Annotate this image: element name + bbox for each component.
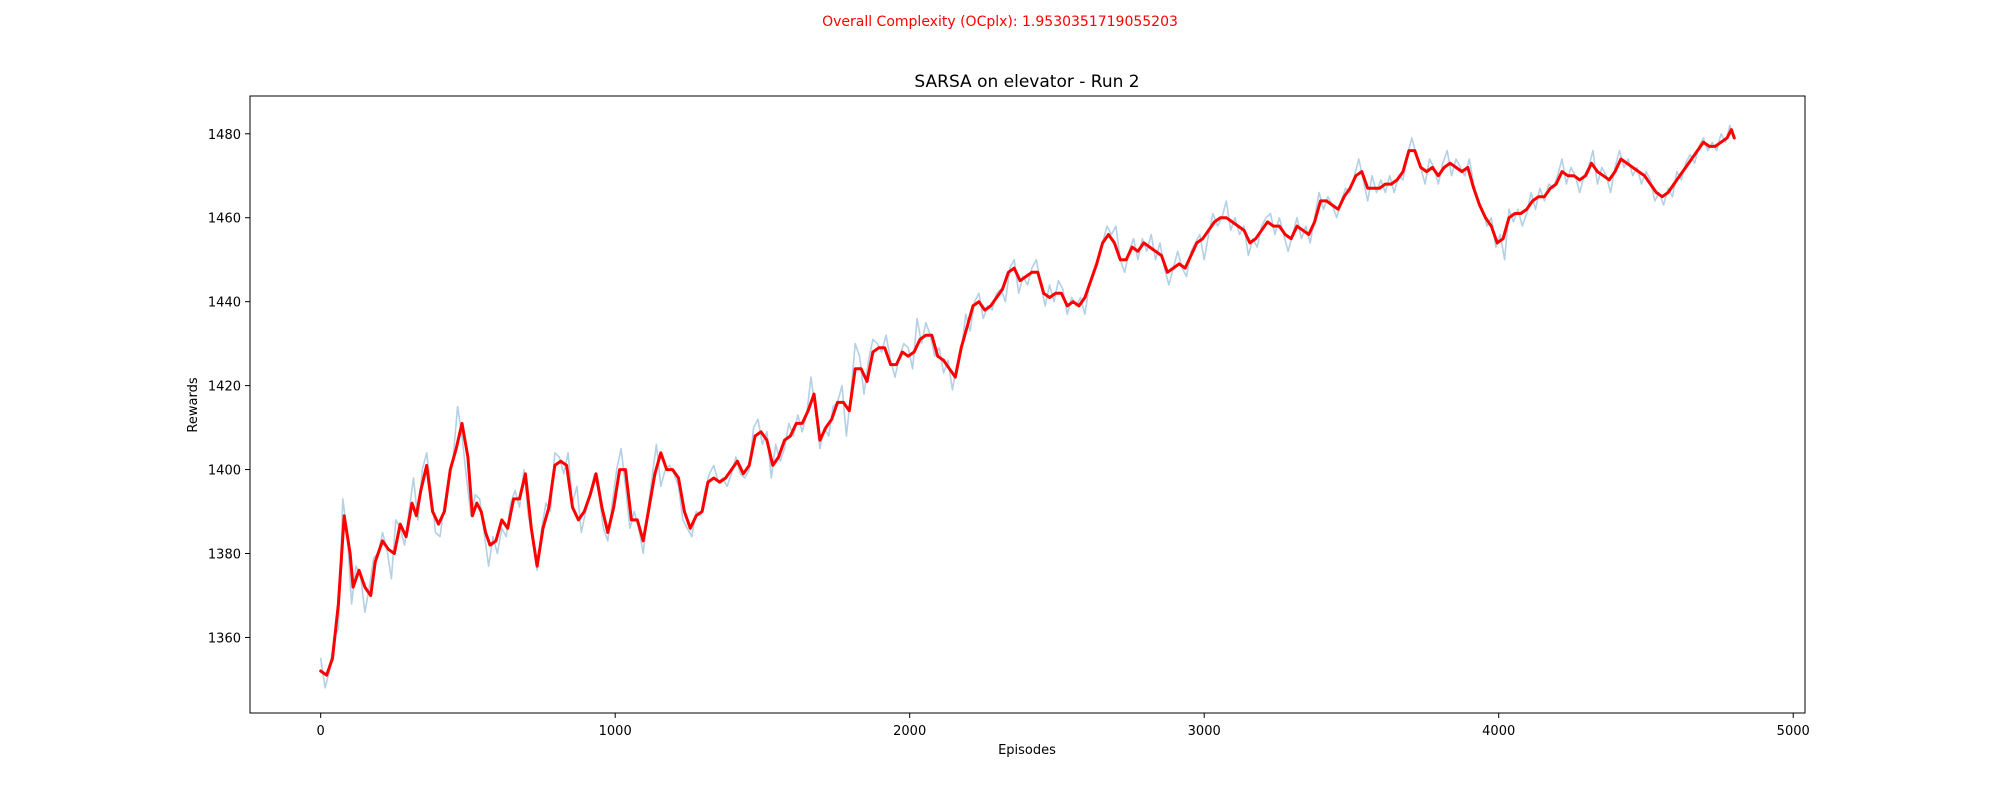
y-tick-label: 1460 (208, 212, 241, 227)
chart-title: SARSA on elevator - Run 2 (914, 72, 1139, 92)
y-tick-label: 1440 (208, 296, 241, 311)
plot-area (319, 124, 1736, 689)
y-tick-label: 1400 (208, 464, 241, 479)
x-tick-label: 0 (317, 724, 325, 739)
x-tick-label: 2000 (893, 724, 926, 739)
raw-rewards-line (319, 124, 1736, 689)
y-axis: 1360 1380 1400 1420 1440 1460 1480 (208, 128, 250, 646)
x-tick-label: 3000 (1188, 724, 1221, 739)
x-axis: 0 1000 2000 3000 4000 5000 (317, 713, 1810, 739)
smoothed-rewards-line (319, 128, 1736, 677)
y-tick-label: 1420 (208, 380, 241, 395)
y-tick-label: 1380 (208, 548, 241, 563)
y-tick-label: 1480 (208, 128, 241, 143)
suptitle: Overall Complexity (OCplx): 1.9530351719… (822, 14, 1178, 30)
x-tick-label: 1000 (599, 724, 632, 739)
y-axis-label: Rewards (186, 377, 201, 432)
x-tick-label: 4000 (1482, 724, 1515, 739)
x-tick-label: 5000 (1777, 724, 1810, 739)
x-axis-label: Episodes (998, 743, 1056, 758)
axes-frame (249, 95, 1806, 714)
y-tick-label: 1360 (208, 631, 241, 646)
